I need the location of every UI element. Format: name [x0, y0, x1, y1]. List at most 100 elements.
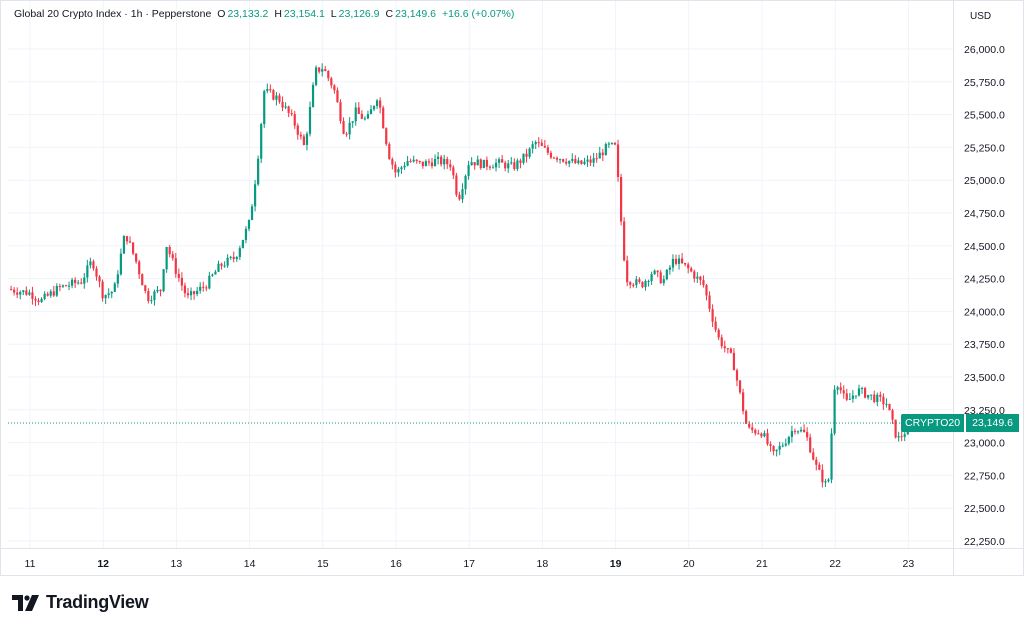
- candle-body: [77, 282, 80, 284]
- x-tick-label: 15: [317, 558, 329, 570]
- candle-body: [101, 281, 104, 299]
- candle-body: [531, 144, 534, 149]
- candle-body: [327, 70, 330, 79]
- candle-body: [138, 261, 141, 275]
- candle-body: [802, 429, 806, 433]
- candle-body: [519, 160, 522, 163]
- x-tick-label: 11: [25, 558, 36, 570]
- chart-header: Global 20 Crypto Index · 1h · Pepperston…: [14, 8, 514, 20]
- y-tick-label: 24,500.0: [964, 241, 1005, 253]
- candle-body: [873, 394, 876, 402]
- candle-body: [549, 152, 553, 158]
- candle-body: [388, 144, 391, 160]
- candle-body: [629, 282, 632, 285]
- chart-area[interactable]: 26,000.0 25,750.0 25,500.0 25,250.0 25,000.0…: [0, 0, 1024, 580]
- candle-body: [46, 293, 49, 296]
- candle-body: [348, 122, 351, 135]
- candle-body: [507, 163, 510, 169]
- candle-body: [375, 100, 379, 107]
- candle-body: [665, 269, 668, 280]
- y-tick-label: 25,250.0: [964, 142, 1005, 154]
- candle-body: [601, 152, 604, 156]
- candle-body: [757, 433, 760, 435]
- candle-body: [806, 432, 809, 438]
- candle-body: [748, 423, 751, 428]
- candle-body: [659, 272, 662, 284]
- candle-body: [43, 293, 46, 299]
- candle-body: [202, 286, 205, 288]
- candle-body: [382, 107, 385, 129]
- candle-body: [735, 370, 739, 381]
- candle-body: [211, 274, 214, 276]
- candle-body: [424, 161, 427, 167]
- candle-body: [903, 434, 906, 437]
- candle-body: [345, 133, 348, 135]
- candle-body: [717, 329, 720, 338]
- candle-body: [812, 452, 815, 460]
- price-chart[interactable]: 26,000.0 25,750.0 25,500.0 25,250.0 25,000.0…: [0, 0, 1024, 580]
- candle-body: [83, 277, 86, 284]
- candle-body: [135, 253, 138, 262]
- candle-body: [818, 464, 821, 470]
- candle-body: [900, 436, 903, 438]
- candle-body: [80, 282, 83, 284]
- candle-body: [662, 279, 665, 284]
- candle-body: [616, 144, 620, 178]
- candle-body: [16, 292, 19, 295]
- candle-body: [52, 291, 55, 296]
- y-tick-label: 26,000.0: [964, 44, 1005, 56]
- currency-button[interactable]: USD: [970, 10, 992, 22]
- candle-body: [415, 159, 418, 162]
- tradingview-logo[interactable]: TradingView: [12, 592, 149, 613]
- candle-body: [879, 394, 882, 397]
- candle-body: [379, 100, 382, 108]
- candle-body: [238, 248, 241, 257]
- candle-body: [497, 159, 501, 163]
- candle-body: [626, 260, 629, 283]
- candle-body: [223, 265, 226, 267]
- candle-body: [870, 394, 873, 396]
- candle-body: [269, 89, 272, 91]
- candle-body: [494, 162, 498, 168]
- candle-body: [885, 403, 888, 405]
- candle-body: [290, 112, 293, 115]
- candle-body: [863, 388, 867, 398]
- candle-body: [558, 159, 562, 161]
- candle-body: [403, 165, 406, 168]
- candle-body: [281, 101, 284, 108]
- candle-body: [650, 274, 653, 281]
- candle-body: [177, 273, 180, 278]
- candle-body: [699, 276, 702, 281]
- high-value: 23,154.1: [283, 8, 325, 20]
- candle-body: [299, 134, 302, 137]
- candle-body: [113, 283, 116, 292]
- candle-body: [232, 256, 235, 260]
- candle-body: [89, 261, 92, 266]
- candle-body: [580, 160, 583, 164]
- candle-body: [583, 161, 586, 164]
- candle-body: [610, 142, 614, 144]
- candle-body: [830, 433, 833, 480]
- candle-body: [418, 161, 421, 163]
- candle-body: [333, 85, 336, 91]
- candle-body: [485, 159, 488, 167]
- candle-body: [745, 411, 748, 424]
- candle-body: [534, 142, 537, 145]
- candle-body: [522, 153, 525, 163]
- candle-body: [571, 158, 574, 161]
- candle-body: [189, 291, 193, 296]
- candle-body: [540, 142, 543, 146]
- y-tick-label: 24,250.0: [964, 274, 1005, 286]
- candle-body: [308, 107, 312, 134]
- candle-body: [34, 298, 37, 301]
- candle-body: [217, 263, 220, 272]
- candle-body: [568, 160, 571, 164]
- candle-body: [342, 121, 345, 134]
- candle-body: [351, 121, 354, 123]
- candle-body: [839, 387, 842, 391]
- tradingview-wordmark: TradingView: [46, 592, 149, 612]
- x-tick-label: 21: [756, 558, 768, 570]
- x-tick-label: 19: [610, 558, 622, 570]
- candle-body: [430, 162, 434, 167]
- x-tick-label: 14: [244, 558, 256, 570]
